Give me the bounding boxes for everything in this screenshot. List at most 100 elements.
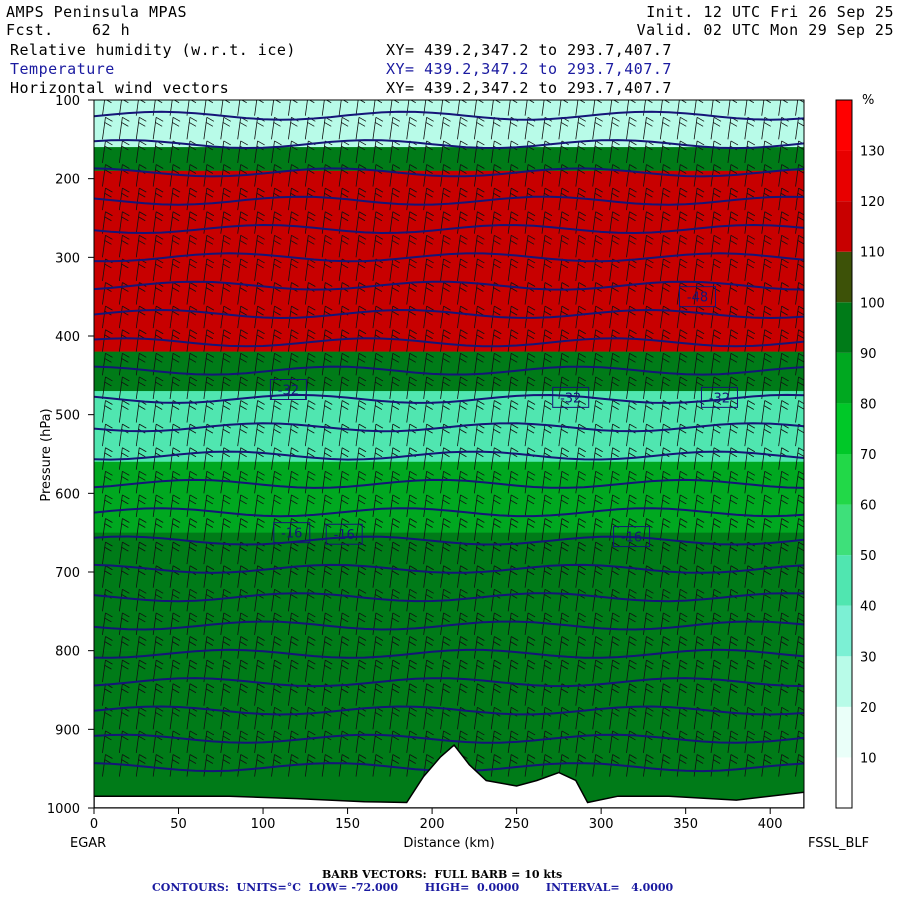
wind-barb (473, 329, 485, 352)
wind-barb (118, 116, 130, 140)
wind-barb (152, 612, 164, 635)
wind-barb (676, 683, 688, 706)
contour-label-text: -32 (278, 383, 299, 398)
wind-barb (795, 541, 804, 565)
wind-barb (744, 100, 755, 116)
wind-barb (203, 518, 215, 541)
wind-barb (152, 211, 164, 234)
wind-barb (135, 211, 147, 234)
wind-barb (643, 706, 654, 730)
temperature-contour-line (94, 365, 804, 376)
wind-barb (389, 659, 401, 683)
wind-barb (727, 100, 738, 116)
wind-barb (592, 140, 603, 163)
wind-barb (592, 376, 603, 399)
wind-barb (473, 187, 485, 211)
wind-barb (118, 659, 130, 683)
wind-barb (575, 541, 586, 565)
wind-barb (643, 211, 654, 234)
wind-barb (355, 470, 367, 494)
x-tick-label: 200 (420, 817, 445, 832)
wind-barb (558, 659, 570, 683)
wind-barb (778, 258, 789, 281)
wind-barb (440, 234, 451, 258)
wind-barb (372, 494, 384, 517)
wind-barb (457, 470, 468, 494)
colorbar-swatch (836, 504, 852, 556)
wind-barb (761, 400, 772, 423)
y-axis: 100 200 300 400 500 600 700 800 900 1000 (47, 94, 94, 817)
wind-barb (203, 376, 215, 399)
wind-barb (659, 234, 671, 258)
wind-barb (744, 636, 756, 659)
wind-barb (355, 352, 367, 376)
temperature-contour-line (94, 252, 804, 263)
wind-barb (254, 376, 265, 399)
wind-barb (676, 329, 688, 352)
wind-barb (643, 754, 654, 777)
x-tick-label: 300 (589, 817, 614, 832)
wind-barb (693, 187, 705, 211)
field-xy-wind: XY= 439.2,347.2 to 293.7,407.7 (386, 79, 672, 97)
wind-barb (237, 211, 248, 234)
colorbar-label: 50 (860, 549, 877, 564)
wind-barb (626, 376, 637, 399)
temperature-contour-line (94, 167, 804, 178)
y-tick-label: 700 (55, 566, 80, 581)
wind-barb (609, 234, 620, 258)
wind-barb (778, 659, 789, 683)
wind-barb (254, 754, 265, 777)
wind-barb (473, 211, 485, 234)
wind-barb (490, 636, 502, 659)
wind-barb (575, 470, 586, 494)
wind-barb (102, 565, 113, 588)
wind-barb (152, 683, 164, 706)
wind-barb (406, 518, 417, 541)
colorbar-label: 70 (860, 448, 877, 463)
temperature-contour-line (94, 620, 804, 631)
wind-barb (389, 754, 401, 777)
wind-barb (490, 494, 502, 517)
wind-barb (271, 636, 282, 659)
temperature-contour-line (94, 422, 804, 433)
wind-barb (355, 636, 367, 659)
wind-barb (186, 352, 198, 376)
field-xy-rh: XY= 439.2,347.2 to 293.7,407.7 (386, 41, 672, 59)
wind-barb (473, 376, 485, 399)
wind-barb (659, 754, 671, 777)
wind-barb (271, 470, 282, 494)
wind-barb (795, 100, 804, 116)
temperature-contour-line (94, 139, 804, 150)
field-name-wind: Horizontal wind vectors (10, 79, 230, 97)
wind-barb (473, 400, 485, 423)
wind-barb (372, 541, 384, 565)
wind-barb (321, 400, 333, 423)
contour-label-1: -32 (552, 386, 590, 408)
wind-barb (592, 659, 603, 683)
wind-barb (795, 329, 804, 352)
wind-barb (288, 470, 299, 494)
wind-barb (727, 683, 739, 706)
forecast-label: Fcst. (6, 21, 54, 39)
wind-barb (118, 754, 130, 777)
wind-barb (643, 329, 654, 352)
wind-barb (473, 100, 484, 116)
wind-barb (135, 683, 147, 706)
wind-barb (271, 100, 281, 116)
wind-barb (676, 234, 688, 258)
wind-barb (710, 100, 721, 116)
wind-barb (423, 187, 434, 211)
wind-barb (609, 352, 620, 376)
left-endpoint-label: EGAR (70, 836, 106, 851)
wind-barb (338, 636, 350, 659)
wind-barb (541, 447, 553, 470)
wind-barb (795, 352, 804, 376)
colorbar-swatch (836, 403, 852, 454)
wind-barb (490, 352, 502, 376)
wind-barb (423, 258, 434, 281)
wind-barb (321, 352, 333, 376)
colorbar-swatch (836, 100, 852, 151)
wind-barb (575, 518, 586, 541)
colorbar-label: 90 (860, 347, 877, 362)
wind-barb (524, 329, 536, 352)
